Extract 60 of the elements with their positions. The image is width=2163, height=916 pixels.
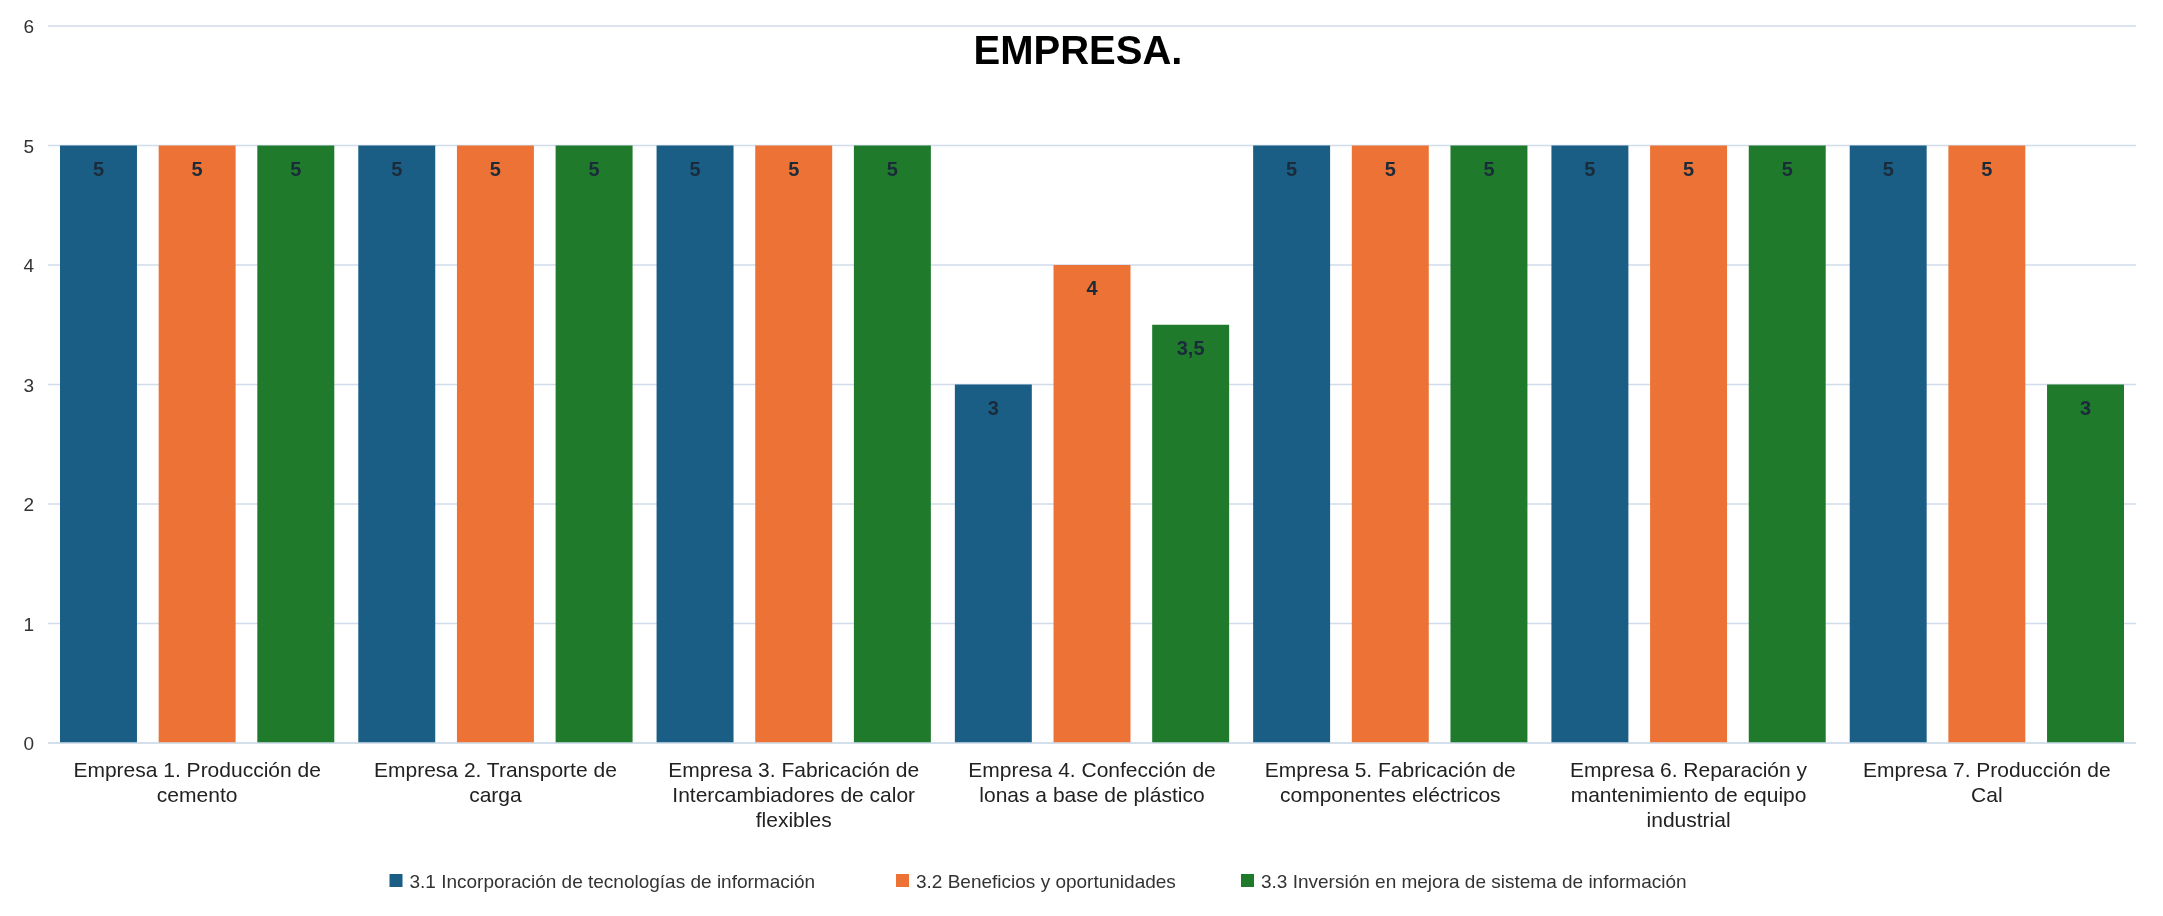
x-tick-label: Empresa 6. Reparación y mantenimiento de equipo industrial [1570, 758, 1808, 831]
bar [1849, 145, 1927, 743]
y-tick-label: 4 [23, 255, 35, 276]
bar [1053, 265, 1131, 743]
data-label: 5 [1384, 157, 1396, 180]
data-label: 5 [1981, 157, 1993, 180]
data-label: 5 [1483, 157, 1495, 180]
bar [1253, 145, 1331, 743]
y-tick-label: 6 [23, 16, 34, 37]
legend-label: 3.2 Beneficios y oportunidades [916, 871, 1176, 892]
data-label: 5 [1584, 157, 1596, 180]
legend-label: 3.3 Inversión en mejora de sistema de información [1261, 871, 1687, 892]
bar [257, 145, 335, 743]
data-label: 3 [2079, 396, 2092, 419]
bar [60, 145, 137, 743]
data-label: 5 [489, 157, 501, 180]
bar [2047, 384, 2124, 743]
data-label: 5 [588, 157, 600, 180]
data-label: 5 [1286, 157, 1298, 180]
data-label: 4 [1086, 277, 1099, 299]
x-tick-label: Empresa 3. Fabricación de Intercambiadores de calor flexibles [668, 758, 920, 831]
bar [1948, 145, 2026, 743]
data-label: 5 [788, 157, 800, 180]
x-tick-label: Empresa 1. Producción de cemento [73, 758, 321, 806]
data-label: 5 [1882, 157, 1894, 180]
y-tick-label: 0 [23, 733, 34, 754]
bar [555, 145, 633, 743]
x-tick-label: Empresa 2. Transporte de carga [374, 758, 617, 806]
data-label: 3 [987, 396, 999, 419]
data-label: 5 [1683, 157, 1695, 180]
bar [1650, 145, 1728, 743]
x-tick-label: Empresa 5. Fabricación de componentes eléctricos [1264, 758, 1516, 806]
bar [1748, 145, 1826, 743]
bar [1551, 145, 1629, 743]
data-label: 5 [1781, 157, 1793, 180]
bar [456, 145, 534, 743]
data-label: 5 [191, 157, 203, 180]
bar [1351, 145, 1429, 743]
y-tick-label: 3 [23, 374, 34, 396]
x-tick-label: Empresa 4. Confección de lonas a base de plástico [968, 758, 1216, 806]
bar [1152, 324, 1230, 743]
data-label: 5 [290, 157, 302, 180]
data-label: 5 [92, 157, 105, 180]
bar [853, 145, 931, 743]
y-tick-label: 2 [23, 494, 34, 515]
chart-title: EMPRESA. [973, 28, 1183, 72]
legend-label: 3.1 Incorporación de tecnologías de información [409, 871, 816, 892]
y-tick-label: 1 [23, 613, 34, 635]
x-tick-label: Empresa 7. Producción de Cal [1863, 758, 2111, 806]
bar [358, 145, 436, 743]
bar [1450, 145, 1528, 743]
data-label: 5 [689, 157, 701, 180]
bar [954, 384, 1032, 743]
bar [755, 145, 833, 743]
bar [656, 145, 734, 743]
data-label: 5 [391, 157, 403, 180]
y-tick-label: 5 [23, 135, 34, 157]
data-label: 5 [886, 157, 898, 180]
bar [158, 145, 236, 743]
data-label: 3,5 [1176, 336, 1205, 359]
